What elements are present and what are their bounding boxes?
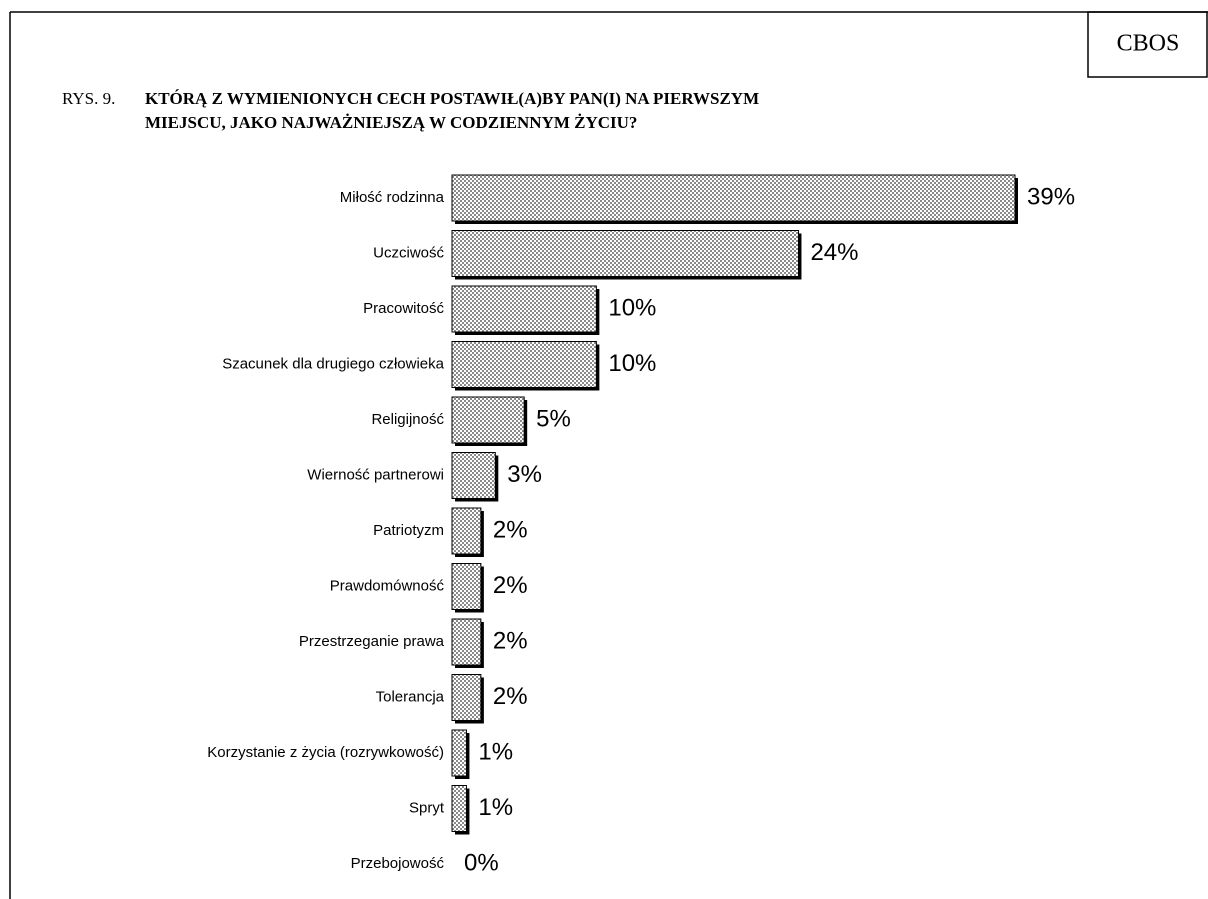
value-label: 1% xyxy=(478,794,513,821)
value-label: 5% xyxy=(536,405,571,432)
category-label: Szacunek dla drugiego człowieka xyxy=(222,355,444,372)
bar xyxy=(451,396,525,444)
value-label: 0% xyxy=(464,849,499,876)
bar xyxy=(451,674,482,721)
bar xyxy=(451,341,597,388)
category-label: Spryt xyxy=(409,799,445,816)
figure-label: RYS. 9. xyxy=(62,89,115,108)
value-label: 24% xyxy=(810,239,858,266)
category-label: Uczciwość xyxy=(373,244,444,261)
bar xyxy=(451,785,467,832)
category-label: Miłość rodzinna xyxy=(340,189,445,206)
category-label: Wierność partnerowi xyxy=(307,466,444,483)
category-label: Pracowitość xyxy=(363,300,444,317)
value-label: 3% xyxy=(507,461,542,488)
bar xyxy=(451,507,482,555)
bar xyxy=(451,729,467,777)
category-label: Korzystanie z życia (rozrywkowość) xyxy=(207,744,444,761)
value-label: 1% xyxy=(478,738,513,765)
category-label: Prawdomówność xyxy=(330,577,445,594)
chart-title: KTÓRĄ Z WYMIENIONYCH CECH POSTAWIŁ(A)BY … xyxy=(145,89,759,108)
value-label: 10% xyxy=(608,294,656,321)
value-label: 2% xyxy=(493,516,528,543)
bar xyxy=(451,563,482,610)
category-label: Patriotyzm xyxy=(373,522,444,539)
value-label: 2% xyxy=(493,627,528,654)
value-label: 39% xyxy=(1027,183,1075,210)
value-label: 2% xyxy=(493,572,528,599)
source-box xyxy=(1087,11,1208,78)
category-label: Religijność xyxy=(371,411,444,428)
chart-title: MIEJSCU, JAKO NAJWAŻNIEJSZĄ W CODZIENNYM… xyxy=(145,113,637,132)
value-label: 2% xyxy=(493,683,528,710)
bar xyxy=(451,230,799,277)
bar xyxy=(451,618,482,666)
bar xyxy=(451,452,496,499)
source: CBOS xyxy=(1117,31,1180,57)
category-label: Tolerancja xyxy=(376,688,445,705)
bar xyxy=(451,285,597,333)
category-label: Przebojowość xyxy=(351,855,445,872)
bar xyxy=(451,174,1016,222)
category-label: Przestrzeganie prawa xyxy=(299,633,445,650)
value-label: 10% xyxy=(608,350,656,377)
